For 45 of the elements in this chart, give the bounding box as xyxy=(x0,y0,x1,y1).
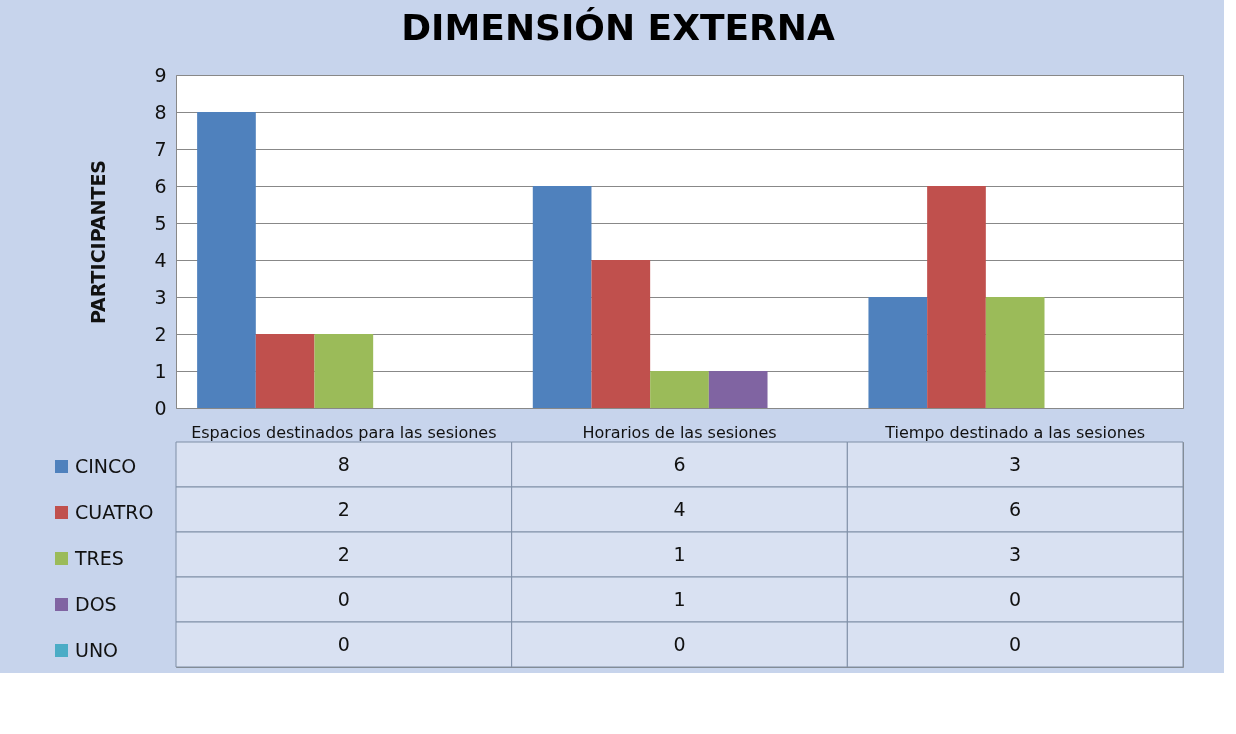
data-label: 2 xyxy=(337,542,350,565)
data-label: 0 xyxy=(1009,587,1022,610)
y-tick-label: 5 xyxy=(154,211,167,234)
data-label: 4 xyxy=(673,497,686,520)
bar xyxy=(868,297,928,408)
data-label: 3 xyxy=(1009,452,1022,475)
data-label: 0 xyxy=(337,587,350,610)
legend-label: TRES xyxy=(74,546,124,569)
y-axis-title: PARTICIPANTES xyxy=(87,159,110,325)
x-tick-label: Tiempo destinado a las sesiones xyxy=(884,422,1146,442)
y-tick-label: 1 xyxy=(154,359,167,382)
bar xyxy=(985,297,1045,408)
legend-label: UNO xyxy=(75,638,119,661)
y-tick-label: 2 xyxy=(154,322,167,345)
y-tick-label: 3 xyxy=(154,285,167,308)
bar xyxy=(927,186,986,408)
data-label: 1 xyxy=(673,542,686,565)
bar xyxy=(255,334,315,408)
bar xyxy=(708,371,768,408)
data-label: 3 xyxy=(1009,542,1022,565)
chart-title: DIMENSIÓN EXTERNA xyxy=(401,6,835,48)
legend-label: CUATRO xyxy=(75,500,154,523)
x-tick-label: Espacios destinados para las sesiones xyxy=(191,422,497,442)
y-tick-label: 8 xyxy=(154,100,167,123)
bar xyxy=(197,112,256,408)
data-label: 8 xyxy=(337,452,350,475)
data-label: 0 xyxy=(337,632,350,655)
legend-label: DOS xyxy=(75,592,117,615)
bar xyxy=(532,186,592,408)
y-tick-label: 7 xyxy=(154,137,167,160)
data-label: 0 xyxy=(673,632,686,655)
data-label: 2 xyxy=(337,497,350,520)
bar xyxy=(591,260,651,408)
legend-label: CINCO xyxy=(75,454,137,477)
y-tick-label: 0 xyxy=(154,396,167,419)
bar xyxy=(314,334,374,408)
data-label: 1 xyxy=(673,587,686,610)
data-label: 6 xyxy=(1009,497,1022,520)
data-label: 6 xyxy=(673,452,686,475)
y-tick-label: 6 xyxy=(154,174,167,197)
y-tick-label: 4 xyxy=(154,248,167,271)
y-tick-label: 9 xyxy=(154,63,167,86)
data-label: 0 xyxy=(1009,632,1022,655)
x-tick-label: Horarios de las sesiones xyxy=(582,422,777,442)
bar xyxy=(650,371,709,408)
